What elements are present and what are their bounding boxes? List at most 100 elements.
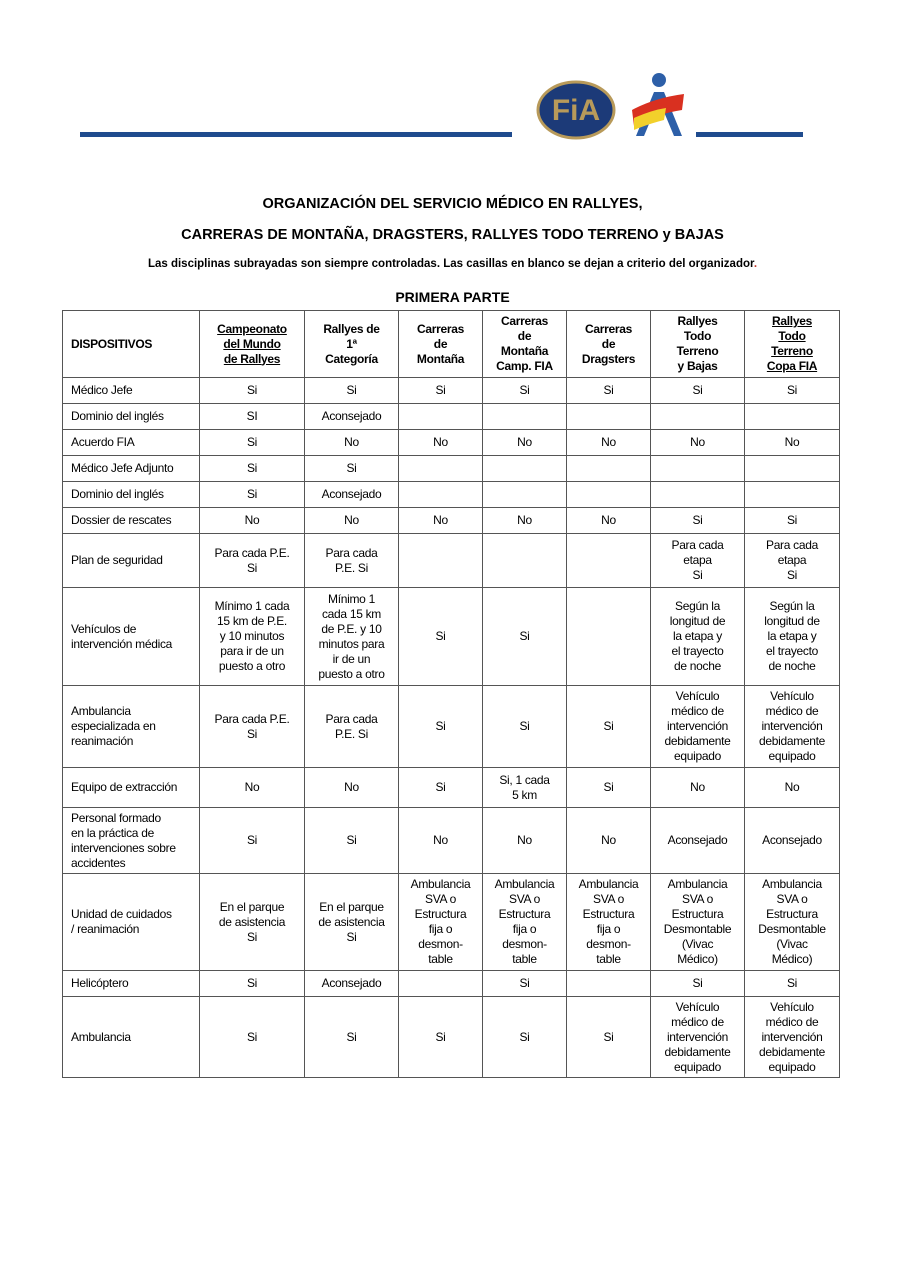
table-cell [650, 455, 745, 482]
table-cell: Si [650, 507, 745, 534]
table-cell: En el parque de asistencia Si [199, 873, 305, 971]
table-cell [744, 481, 840, 508]
table-cell: Si [566, 377, 651, 404]
table-cell: No [199, 767, 305, 808]
table-cell: Si [199, 970, 305, 997]
table-cell: No [398, 807, 483, 874]
table-cell: Aconsejado [304, 403, 399, 430]
table-cell: Ambulancia SVA o Estructura fija o desmo… [566, 873, 651, 971]
table-cell: No [304, 507, 399, 534]
table-cell [398, 533, 483, 588]
row-label: Helicóptero [62, 970, 200, 997]
table-cell: No [650, 429, 745, 456]
table-cell: Si [566, 767, 651, 808]
logos: FiA [536, 73, 684, 140]
table-cell: Si [744, 970, 840, 997]
table-cell: Aconsejado [650, 807, 745, 874]
table-cell: Ambulancia SVA o Estructura Desmontable … [650, 873, 745, 971]
table-cell [566, 403, 651, 430]
table-row: Vehículos de intervención médica Mínimo 1… [62, 587, 840, 686]
table-cell: No [744, 767, 840, 808]
table-cell: Si [304, 807, 399, 874]
table-row: Dominio del inglés Si Aconsejado [62, 481, 840, 508]
table-row: Dominio del inglés SI Aconsejado [62, 403, 840, 430]
table-cell: Si [398, 377, 483, 404]
table-cell: Ambulancia SVA o Estructura fija o desmo… [482, 873, 567, 971]
table-cell: Para cada P.E. Si [199, 533, 305, 588]
rfeda-logo [632, 73, 684, 136]
subtitle-text: Las disciplinas subrayadas son siempre c… [147, 258, 754, 270]
table-cell [482, 403, 567, 430]
table-cell: Si [304, 377, 399, 404]
table-cell: SI [199, 403, 305, 430]
table-row: Ambulancia especializada en reanimación P… [62, 685, 840, 768]
table-cell: Si [482, 970, 567, 997]
table-cell: Si [199, 377, 305, 404]
table-cell: Si [199, 481, 305, 508]
table-cell: No [566, 507, 651, 534]
table-cell [398, 403, 483, 430]
title-line-2: CARRERAS DE MONTAÑA, DRAGSTERS, RALLYES … [181, 227, 724, 243]
table-cell [744, 455, 840, 482]
table-cell: No [482, 507, 567, 534]
table-cell: Si [482, 996, 567, 1078]
row-label: Dossier de rescates [62, 507, 200, 534]
table-row: Ambulancia Si Si Si Si Si Vehículo médico de i… [62, 996, 840, 1078]
table-cell: Aconsejado [304, 970, 399, 997]
table-cell [482, 455, 567, 482]
table-cell: Si [199, 807, 305, 874]
row-label: Personal formado en la práctica de inter… [62, 807, 200, 874]
table-row: Médico Jefe Adjunto Si Si [62, 455, 840, 482]
table-cell: No [304, 429, 399, 456]
table-row: Dossier de rescates No No No No No Si Si [62, 507, 840, 534]
table-cell [566, 455, 651, 482]
table-cell: Mínimo 1 cada 15 km de P.E. y 10 minutos… [304, 587, 399, 686]
fia-logo: FiA [536, 80, 616, 140]
section-title: PRIMERA PARTE [395, 289, 510, 305]
svg-text:FiA: FiA [552, 94, 600, 127]
table-cell: Si [199, 455, 305, 482]
table-cell [482, 533, 567, 588]
row-label: Dominio del inglés [62, 481, 200, 508]
row-label: Médico Jefe [62, 377, 200, 404]
column-header-text: Carreras de Montaña Camp. FIA [496, 314, 553, 373]
table-cell: Si [566, 996, 651, 1078]
row-label: Dominio del inglés [62, 403, 200, 430]
column-header: Campeonato del Mundo de Rallyes [199, 310, 305, 378]
table-cell: Para cada P.E. Si [304, 685, 399, 768]
table-row: Helicóptero Si Aconsejado Si Si Si [62, 970, 840, 997]
column-header-text: Carreras de Montaña [416, 321, 465, 366]
header-row: DISPOSITIVOS Campeonato del Mundo de Rall… [62, 310, 840, 378]
table-cell: Si [650, 377, 745, 404]
row-label: Ambulancia [62, 996, 200, 1078]
table-row: Acuerdo FIA Si No No No No No No [62, 429, 840, 456]
table-cell: Si [398, 587, 483, 686]
column-header-text: Rallyes de 1ª Categoría [323, 321, 380, 366]
table-cell: No [199, 507, 305, 534]
column-header-text: Rallyes Todo Terreno y Bajas [676, 314, 719, 373]
row-label: Plan de seguridad [62, 533, 200, 588]
table-cell: Aconsejado [304, 481, 399, 508]
subtitle: Las disciplinas subrayadas son siempre c… [0, 258, 905, 270]
table-cell [566, 587, 651, 686]
table-cell: No [650, 767, 745, 808]
medical-service-table: DISPOSITIVOS Campeonato del Mundo de Rall… [62, 310, 840, 1078]
table-cell: Según la longitud de la etapa y el traye… [744, 587, 840, 686]
table-cell: Si [744, 377, 840, 404]
column-header: DISPOSITIVOS [62, 310, 200, 378]
column-header-text: Campeonato del Mundo de Rallyes [217, 321, 287, 366]
table-cell [650, 481, 745, 508]
column-header-text: Rallyes Todo Terreno Copa FIA [766, 314, 818, 373]
table-cell: Si, 1 cada 5 km [482, 767, 567, 808]
table-cell: Mínimo 1 cada 15 km de P.E. y 10 minutos… [199, 587, 305, 686]
row-label: Acuerdo FIA [62, 429, 200, 456]
table-cell: Si [199, 429, 305, 456]
table-cell: Si [482, 587, 567, 686]
table-cell [566, 481, 651, 508]
table-cell: Ambulancia SVA o Estructura Desmontable … [744, 873, 840, 971]
table-cell: No [304, 767, 399, 808]
column-header: Carreras de Montaña [398, 310, 483, 378]
header-rule-left [80, 132, 512, 137]
table-cell: Según la longitud de la etapa y el traye… [650, 587, 745, 686]
column-header: Carreras de Dragsters [566, 310, 651, 378]
